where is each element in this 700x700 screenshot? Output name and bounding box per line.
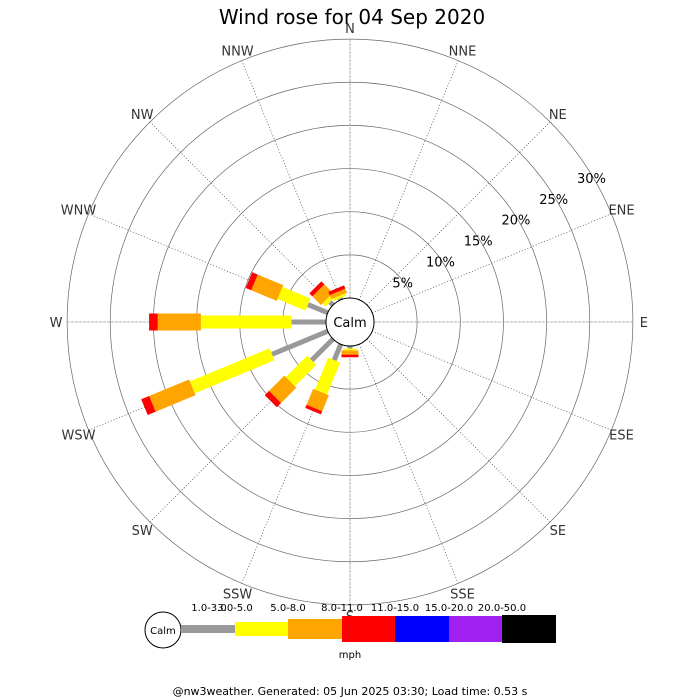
legend-label-1: 1.0-3.0 [191, 603, 226, 614]
bar-ssw-bin-3 [306, 388, 329, 412]
bar-sw-bin-3 [269, 375, 297, 403]
legend-label-7: 20.0-50.0 [478, 603, 526, 614]
bar-nnw-bin-2 [333, 293, 347, 301]
speed-legend: Calm 1.0-3.03.0-5.0 5.0-8.0 8.0-11.0 11.0-1… [144, 603, 556, 649]
ring-label-30: 30% [577, 172, 606, 187]
wind-bars [141, 272, 359, 415]
dir-label-wsw: WSW [61, 428, 95, 443]
bar-nnw-bin-4 [328, 285, 346, 296]
legend-label-2: 3.0-5.0 [217, 603, 252, 614]
bar-sw-bin-4 [264, 390, 282, 408]
dir-label-ese: ESE [609, 428, 634, 443]
legend-swatch-5 [395, 616, 449, 642]
bar-wnw-bin-3 [251, 274, 284, 301]
bar-nw-bin-3 [312, 284, 333, 305]
ring-label-10: 10% [426, 256, 455, 271]
legend-label-5: 11.0-15.0 [371, 603, 419, 614]
legend-swatch-7 [502, 615, 556, 643]
bar-wnw-bin-1 [306, 302, 329, 316]
legend-swatch-6 [449, 616, 502, 642]
legend-label-6: 15.0-20.0 [425, 603, 473, 614]
legend-swatch-4 [342, 616, 395, 642]
spoke-ssw [241, 344, 342, 584]
bar-ssw-bin-4 [305, 404, 323, 415]
ring-label-20: 20% [501, 214, 530, 229]
bar-nnw-bin-3 [329, 288, 348, 300]
bar-sw-bin-1 [309, 337, 335, 363]
spoke-wnw [88, 213, 328, 314]
dir-label-wnw: WNW [61, 204, 97, 219]
spoke-nne [358, 60, 459, 300]
legend-calm-label: Calm [150, 626, 176, 637]
bar-ssw-bin-2 [314, 357, 341, 395]
legend-swatch-2 [235, 622, 288, 636]
bar-wsw-bin-3 [149, 379, 196, 412]
grid-ring-5 [109, 81, 591, 563]
bar-nw-bin-1 [328, 300, 335, 307]
bar-wnw-bin-2 [277, 286, 311, 311]
dir-label-se: SE [550, 524, 566, 539]
legend-label-3: 5.0-8.0 [270, 603, 305, 614]
bar-nw-bin-2 [322, 294, 335, 307]
bar-ssw-bin-1 [331, 343, 344, 362]
dir-label-ene: ENE [608, 204, 634, 219]
spoke-sw [149, 338, 334, 523]
bar-nw-bin-4 [309, 281, 325, 297]
ring-label-5: 5% [392, 276, 413, 291]
dir-label-w: W [50, 316, 63, 331]
bar-wsw-bin-2 [189, 348, 275, 394]
dir-label-nne: NNE [449, 44, 477, 59]
dir-label-nw: NW [131, 108, 154, 123]
calm-center: Calm [325, 297, 375, 347]
legend-swatch-1 [181, 625, 235, 633]
footer-text: @nw3weather. Generated: 05 Jun 2025 03:3… [173, 685, 528, 698]
bar-wnw-bin-4 [245, 272, 258, 291]
legend-label-4: 8.0-11.0 [321, 603, 363, 614]
chart-title: Wind rose for 04 Sep 2020 [219, 5, 485, 29]
direction-labels: NNNENEENEEESESESSESSSWSWWSWWWNWNWNNW [50, 22, 648, 625]
dir-label-e: E [640, 316, 648, 331]
dir-label-ne: NE [549, 108, 567, 123]
spoke-ene [372, 213, 612, 314]
spoke-sse [358, 344, 459, 584]
ring-percent-labels: 5% 10% 15% 20% 25% 30% [392, 172, 605, 292]
bar-sw-bin-2 [285, 355, 317, 387]
spoke-ne [366, 121, 551, 306]
ring-label-25: 25% [539, 193, 568, 208]
spoke-ese [372, 330, 612, 431]
dir-label-nnw: NNW [221, 44, 253, 59]
spoke-nnw [241, 60, 342, 300]
dir-label-ssw: SSW [223, 588, 253, 603]
legend-units: mph [339, 650, 361, 661]
ring-label-15: 15% [464, 235, 493, 250]
dir-label-sse: SSE [450, 588, 475, 603]
spoke-nw [149, 121, 334, 306]
bar-wsw-bin-1 [271, 328, 329, 357]
dir-label-sw: SW [132, 524, 153, 539]
bar-wsw-bin-4 [141, 395, 156, 415]
legend-swatch-3 [288, 619, 342, 639]
dir-label-n: N [345, 22, 355, 37]
calm-label: Calm [333, 316, 366, 331]
spoke-se [366, 338, 551, 523]
